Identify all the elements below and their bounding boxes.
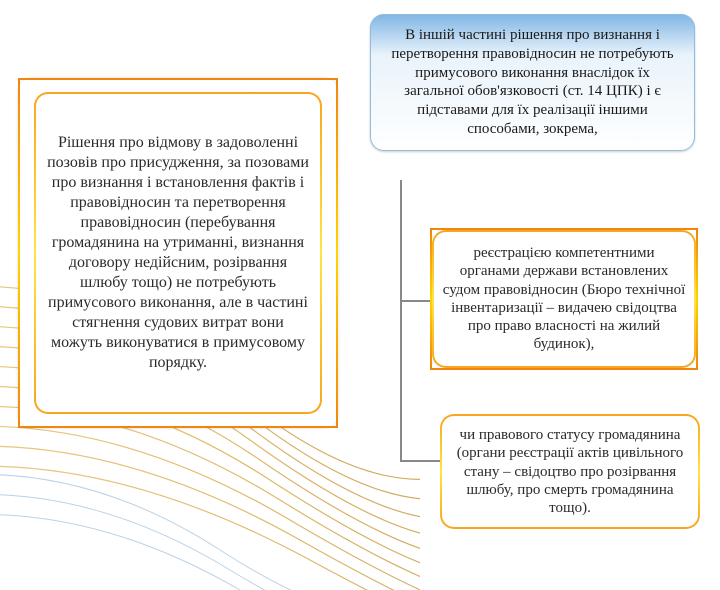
mid-right-box: реєстрацією компетентними органами держа…: [430, 228, 698, 370]
bot-right-box: чи правового статусу громадянина (органи…: [440, 414, 700, 529]
top-right-text: В іншій частині рішення про визнання і п…: [391, 27, 673, 137]
top-right-box: В іншій частині рішення про визнання і п…: [370, 14, 695, 151]
left-box: Рішення про відмову в задоволенні позові…: [18, 78, 338, 428]
left-box-text: Рішення про відмову в задоволенні позові…: [46, 133, 310, 373]
mid-right-text: реєстрацією компетентними органами держа…: [443, 245, 686, 352]
bot-right-text: чи правового статусу громадянина (органи…: [457, 427, 684, 516]
